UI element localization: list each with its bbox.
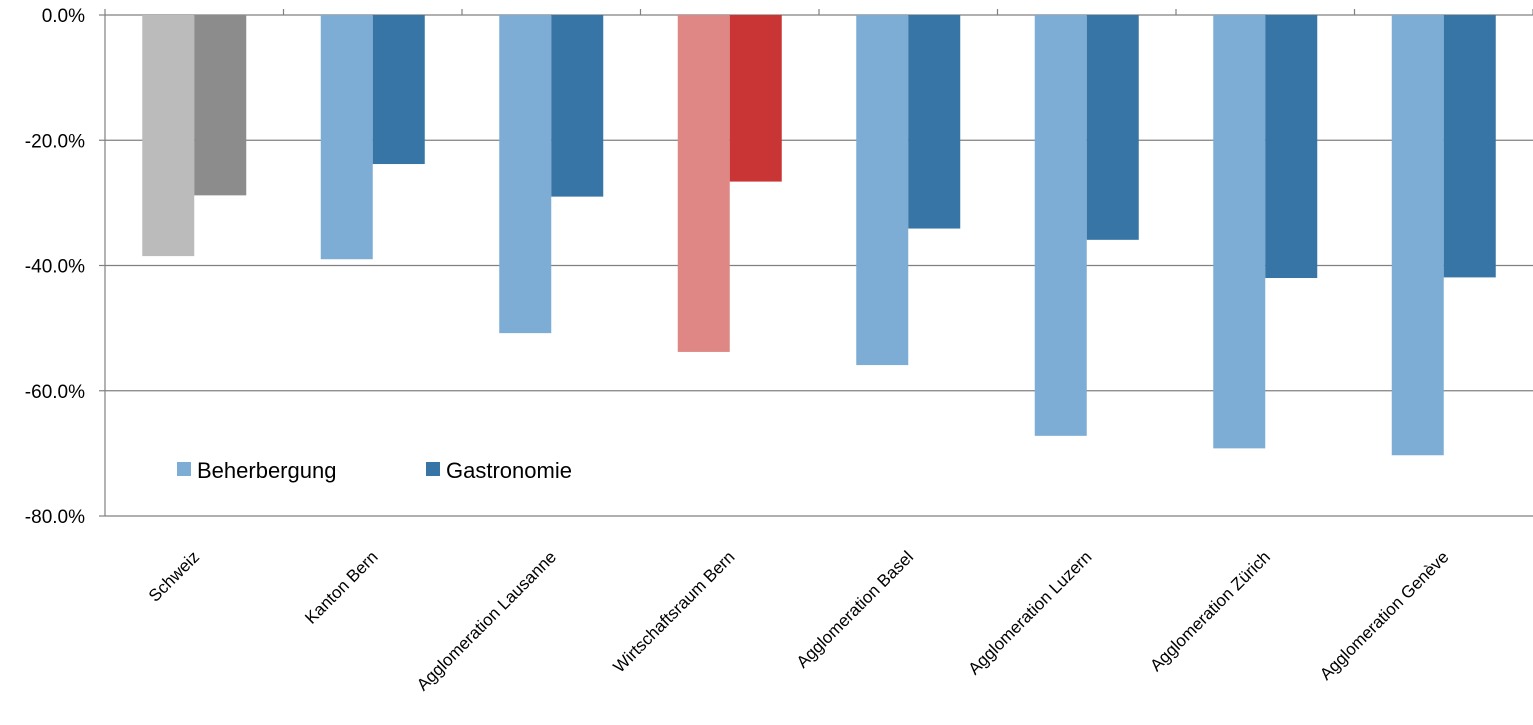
legend-label-beherbergung: Beherbergung: [197, 458, 336, 483]
x-tick-label: Agglomeration Basel: [793, 547, 917, 671]
bar-beherbergung-agglomeration-gen-ve: [1391, 15, 1444, 456]
gridlines: [105, 14, 1533, 517]
bar-beherbergung-agglomeration-luzern: [1034, 15, 1087, 436]
bar-beherbergung-agglomeration-basel: [856, 15, 909, 366]
legend: Beherbergung Gastronomie: [177, 458, 572, 483]
x-tick-label: Agglomeration Lausanne: [413, 547, 560, 694]
x-tick-label: Wirtschaftsraum Bern: [610, 547, 739, 676]
y-tick-label: -40.0%: [25, 257, 85, 278]
x-tick-label: Agglomeration Genève: [1316, 547, 1452, 683]
y-tick-label: -60.0%: [25, 382, 85, 403]
bar-gastronomie-agglomeration-z-rich: [1265, 15, 1318, 279]
bar-gastronomie-wirtschaftsraum-bern: [729, 15, 782, 182]
bar-beherbergung-wirtschaftsraum-bern: [677, 15, 730, 352]
legend-swatch-beherbergung: [177, 462, 191, 476]
bar-gastronomie-agglomeration-basel: [908, 15, 961, 229]
x-axis-tick-labels: Schweiz Kanton Bern Agglomeration Lausanne…: [145, 547, 1453, 694]
axes: [99, 9, 1533, 517]
bar-gastronomie-agglomeration-luzern: [1086, 15, 1139, 240]
x-tick-label: Agglomeration Zürich: [1146, 547, 1274, 675]
bar-gastronomie-kanton-bern: [372, 15, 425, 165]
bar-gastronomie-schweiz: [194, 15, 247, 196]
bars: [142, 15, 1496, 456]
y-axis-tick-labels: 0.0% -20.0% -40.0% -60.0% -80.0%: [25, 6, 85, 528]
x-tick-label: Schweiz: [145, 547, 203, 605]
legend-swatch-gastronomie: [426, 462, 440, 476]
bar-beherbergung-agglomeration-z-rich: [1213, 15, 1266, 449]
bar-beherbergung-kanton-bern: [320, 15, 373, 260]
y-tick-label: 0.0%: [42, 6, 85, 27]
bar-gastronomie-agglomeration-lausanne: [551, 15, 604, 197]
bar-beherbergung-schweiz: [142, 15, 195, 257]
x-tick-label: Kanton Bern: [301, 547, 381, 627]
legend-label-gastronomie: Gastronomie: [446, 458, 572, 483]
bar-gastronomie-agglomeration-gen-ve: [1443, 15, 1496, 278]
bar-beherbergung-agglomeration-lausanne: [499, 15, 552, 334]
y-tick-label: -80.0%: [25, 507, 85, 528]
x-tick-label: Agglomeration Luzern: [965, 547, 1096, 678]
y-tick-label: -20.0%: [25, 131, 85, 152]
